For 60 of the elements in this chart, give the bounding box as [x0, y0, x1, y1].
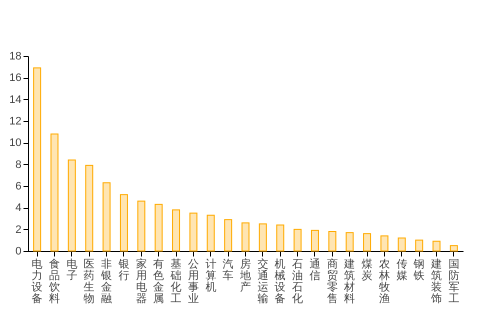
- x-tick-label: 传媒: [396, 258, 408, 282]
- x-tick-label: 石油石化: [292, 258, 304, 305]
- bar: [172, 209, 180, 252]
- x-tick-label: 医药生物: [84, 258, 95, 305]
- y-tick-label: 8: [15, 158, 22, 171]
- bar: [432, 240, 441, 252]
- x-tick-label: 银行: [117, 258, 130, 282]
- bar: [258, 223, 267, 252]
- y-tick-label: 4: [15, 202, 22, 214]
- bar: [310, 230, 319, 252]
- y-tick-label: 14: [9, 94, 22, 106]
- bar: [415, 240, 424, 252]
- bar: [242, 222, 250, 252]
- bar: [154, 204, 163, 252]
- bar: [33, 67, 42, 252]
- y-tick-label: 18: [9, 50, 22, 62]
- bar: [363, 233, 372, 252]
- x-tick-label: 机械设备: [274, 258, 286, 305]
- bar: [450, 245, 458, 252]
- x-tick-label: 房地产: [239, 258, 251, 294]
- x-tick-label: 有色金属: [153, 258, 164, 305]
- x-tick-label: 家用电器: [136, 258, 147, 305]
- x-tick-label: 煤炭: [362, 258, 373, 282]
- bar: [294, 228, 302, 252]
- bar: [380, 235, 388, 252]
- bar: [206, 214, 215, 252]
- bar: [85, 164, 94, 252]
- bar: [120, 194, 128, 252]
- x-tick-label: 农林牧渔: [378, 258, 390, 305]
- bar: [224, 219, 232, 252]
- bar: [346, 232, 354, 252]
- x-tick-label: 食品饮料: [48, 258, 60, 305]
- y-tick-label: 10: [9, 137, 22, 150]
- y-tick-label: 16: [9, 72, 22, 84]
- x-tick-label: 电子: [66, 258, 78, 282]
- bar: [137, 200, 146, 252]
- x-tick-label: 交通运输: [257, 258, 268, 305]
- bar: [328, 231, 336, 252]
- bar: [398, 238, 406, 252]
- x-tick-label: 基础化工: [170, 258, 182, 305]
- y-tick-label: 6: [15, 180, 22, 192]
- x-tick-label: 汽车: [222, 258, 234, 282]
- bar: [50, 134, 58, 252]
- x-tick-label: 通信: [309, 258, 320, 282]
- bar: [189, 212, 198, 252]
- bar: [102, 182, 111, 252]
- x-tick-label: 商贸零售: [326, 258, 338, 305]
- y-tick-label: 2: [15, 224, 22, 236]
- x-tick-label: 建筑装饰: [430, 258, 442, 305]
- bar: [68, 160, 76, 252]
- bar: [276, 224, 284, 252]
- x-tick-label: 建筑材料: [343, 258, 356, 305]
- y-tick-label: 0: [15, 246, 22, 258]
- x-tick-label: 非银金融: [100, 258, 112, 305]
- x-tick-label: 钢铁: [412, 258, 425, 282]
- x-tick-label: 公用事业: [188, 258, 199, 305]
- y-tick-label: 12: [9, 116, 22, 128]
- x-tick-label: 计算机: [205, 258, 216, 294]
- x-tick-label: 国防军工: [448, 258, 460, 305]
- x-tick-label: 电力设备: [32, 258, 43, 305]
